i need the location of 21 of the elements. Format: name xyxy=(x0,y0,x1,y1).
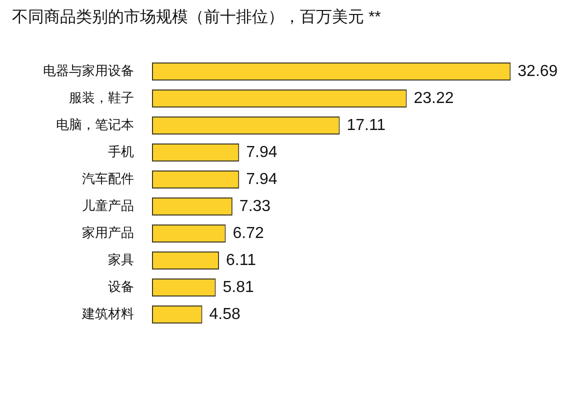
y-tick-label: 家用产品 xyxy=(82,224,134,241)
data-label: 23.22 xyxy=(414,90,454,107)
data-label: 7.94 xyxy=(246,170,278,188)
y-tick-label: 儿童产品 xyxy=(82,198,134,214)
data-label: 6.11 xyxy=(226,252,256,269)
y-tick-label: 电器与家用设备 xyxy=(43,62,134,79)
data-label: 7.94 xyxy=(246,144,278,161)
data-label: 32.69 xyxy=(518,62,558,80)
y-tick-label: 建筑材料 xyxy=(81,306,134,322)
chart-title: 不同商品类别的市场规模（前十排位），百万美元 ** xyxy=(12,8,381,28)
data-label: 17.11 xyxy=(346,116,386,134)
data-label: 7.33 xyxy=(239,198,271,215)
data-label: 5.81 xyxy=(222,278,254,296)
data-label: 4.58 xyxy=(209,306,240,323)
y-tick-label: 服装，鞋子 xyxy=(69,90,134,106)
y-tick-label: 电脑，笔记本 xyxy=(56,118,134,133)
y-tick-label: 家具 xyxy=(108,252,134,268)
data-label: 6.72 xyxy=(232,224,264,242)
y-tick-label: 设备 xyxy=(108,280,134,295)
y-tick-label: 手机 xyxy=(108,144,134,160)
y-tick-label: 汽车配件 xyxy=(82,172,134,187)
